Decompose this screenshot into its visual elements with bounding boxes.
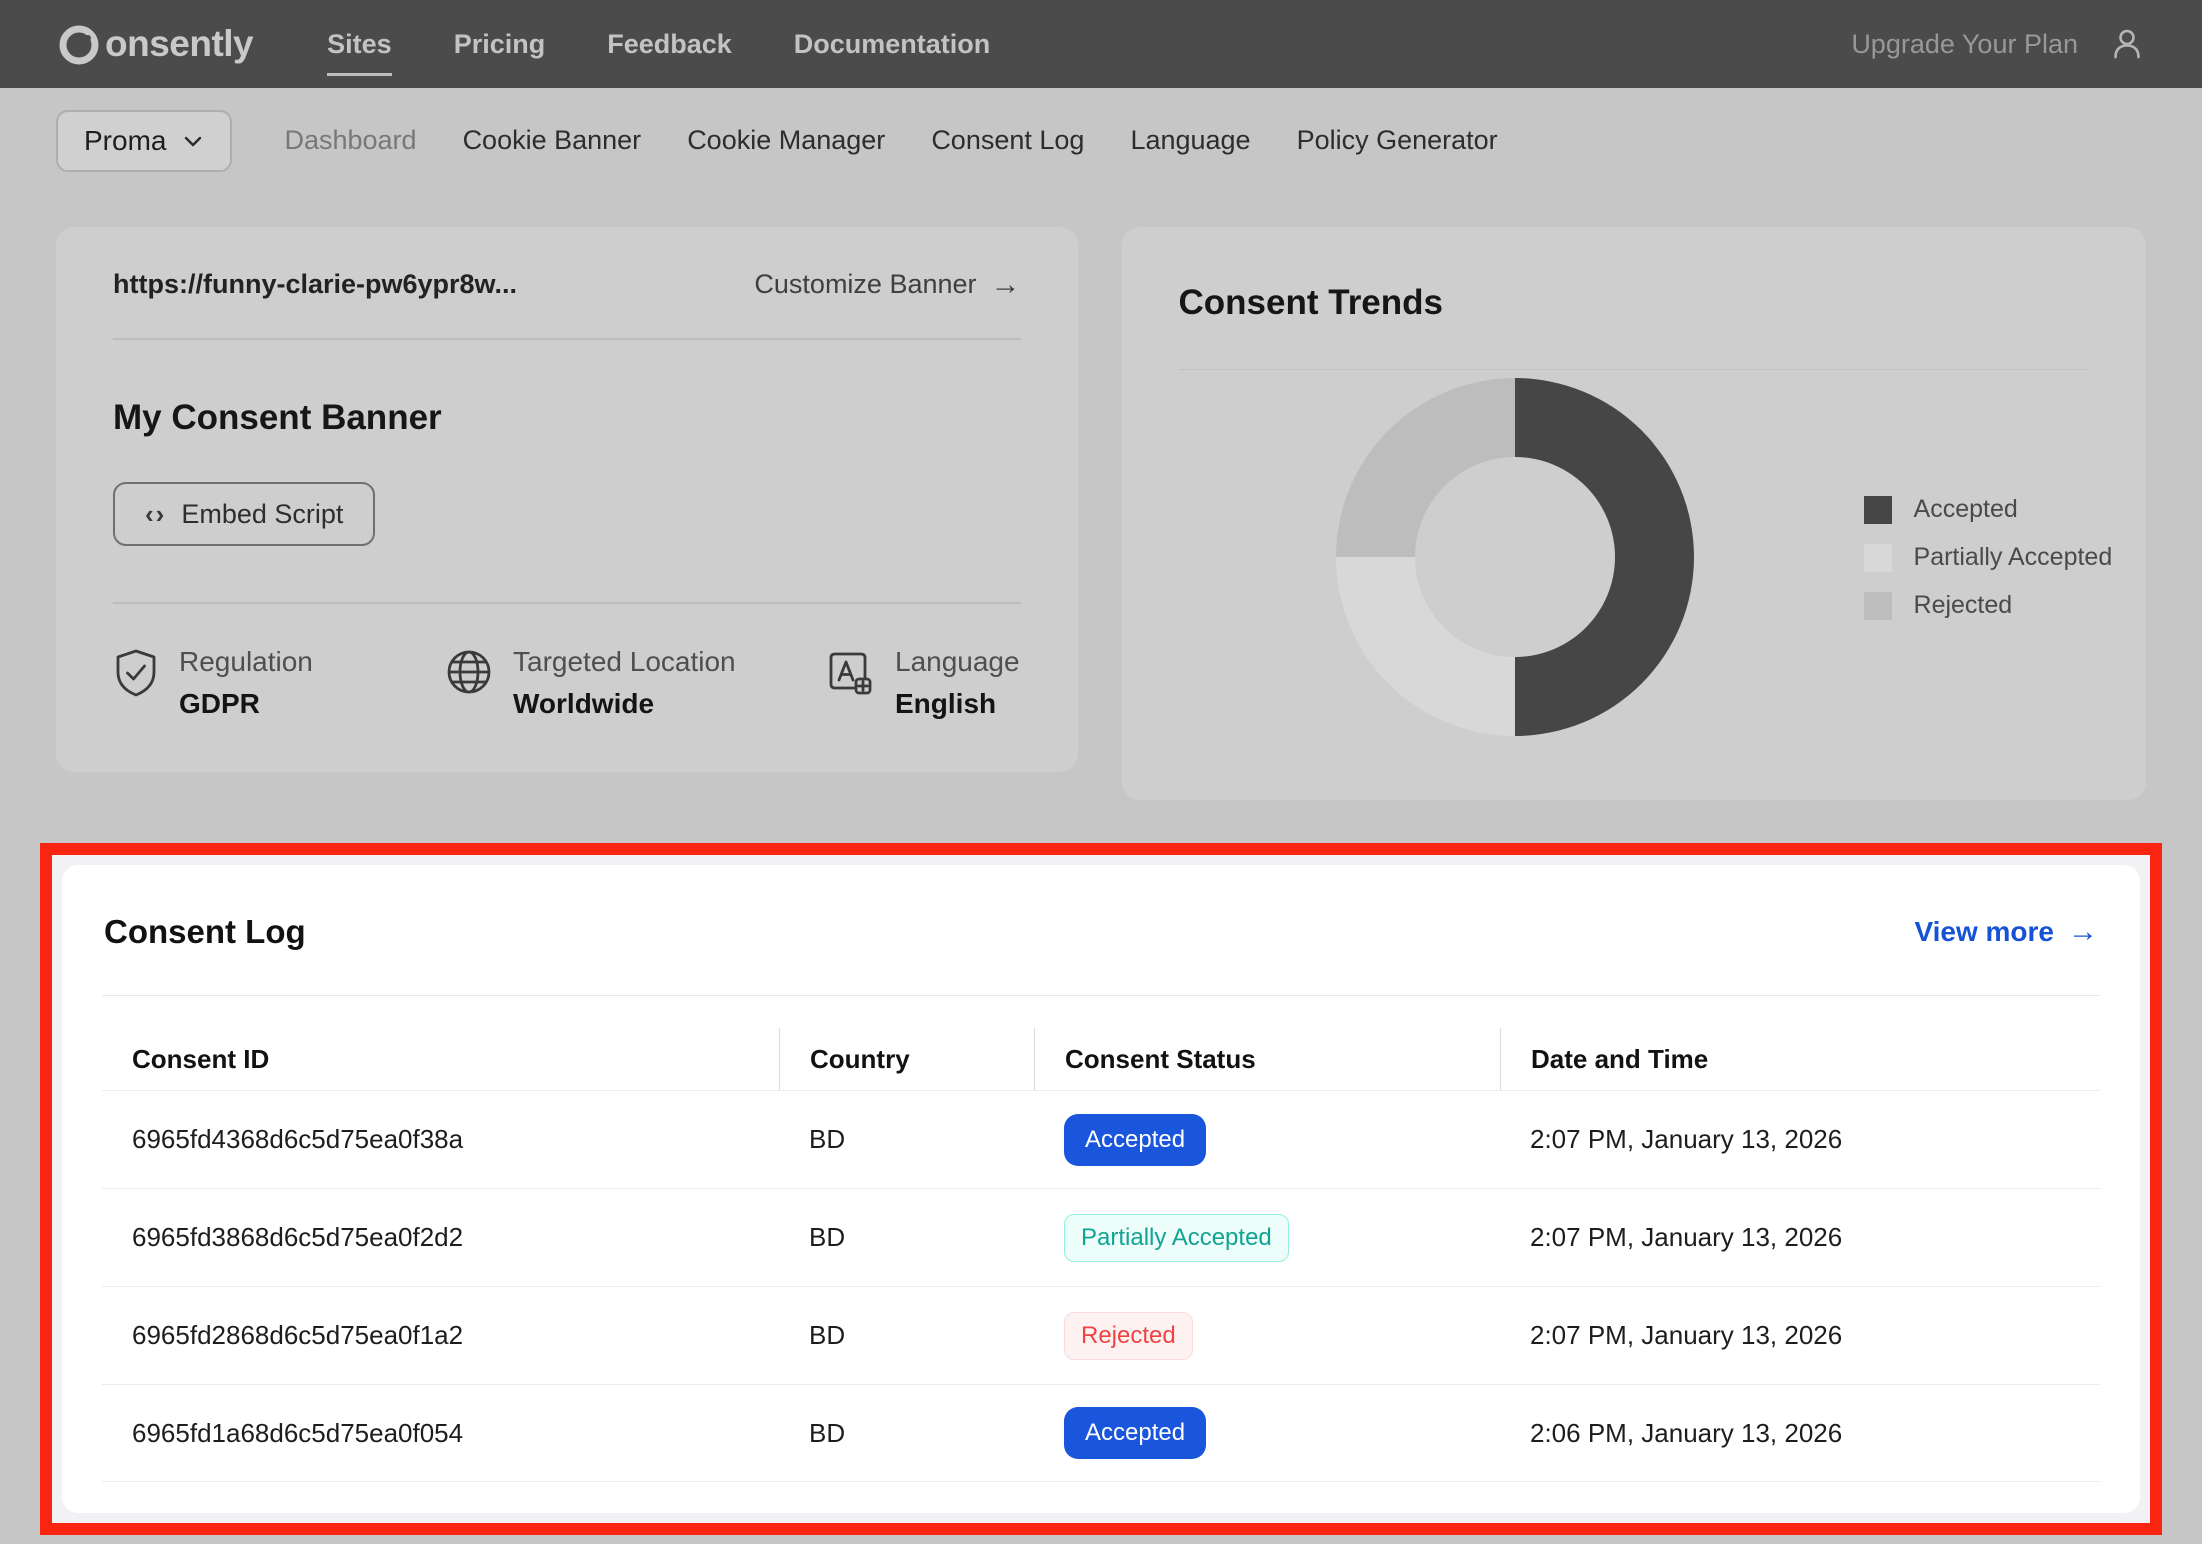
chart-legend: Accepted Partially Accepted Rejected [1863,495,2113,620]
consent-log-table: Consent ID Country Consent Status Date a… [102,1028,2100,1482]
regulation-info: Regulation GDPR [113,646,445,720]
banner-card-title: My Consent Banner [113,398,442,437]
consently-logo-icon [56,21,102,67]
table-row[interactable]: 6965fd1a68d6c5d75ea0f054 BD Accepted 2:0… [102,1384,2100,1482]
column-header-consent-status: Consent Status [1034,1028,1500,1090]
datetime-cell: 2:07 PM, January 13, 2026 [1530,1124,1843,1154]
table-row[interactable]: 6965fd3868d6c5d75ea0f2d2 BD Partially Ac… [102,1188,2100,1286]
translate-icon [825,648,875,698]
targeted-location-info: Targeted Location Worldwide [445,646,825,720]
column-header-date-time: Date and Time [1500,1028,2100,1090]
chevron-down-icon [182,134,204,148]
top-navigation-bar: onsently Sites Pricing Feedback Document… [0,0,2202,88]
globe-icon [445,648,493,696]
customize-banner-label: Customize Banner [754,269,977,299]
primary-nav: Sites Pricing Feedback Documentation [327,28,991,76]
status-badge: Accepted [1064,1407,1207,1459]
country-cell: BD [809,1124,846,1154]
embed-script-button[interactable]: ‹› Embed Script [113,482,376,546]
country-cell: BD [809,1222,846,1252]
site-navigation-bar: Proma Dashboard Cookie Banner Cookie Man… [0,88,2202,193]
subnav-item-language[interactable]: Language [1130,125,1251,155]
consently-logo[interactable]: onsently [56,21,254,67]
code-icon: ‹› [145,498,167,529]
subnav-item-cookie-banner[interactable]: Cookie Banner [462,125,642,155]
legend-item-rejected: Rejected [1863,591,2113,620]
site-selector-dropdown[interactable]: Proma [56,109,233,172]
shield-check-icon [113,648,159,698]
consent-trends-title: Consent Trends [1178,283,1443,322]
legend-label-accepted: Accepted [1913,495,2018,523]
consent-id-cell: 6965fd3868d6c5d75ea0f2d2 [132,1222,464,1252]
table-header-row: Consent ID Country Consent Status Date a… [102,1028,2100,1090]
consent-id-cell: 6965fd4368d6c5d75ea0f38a [132,1124,464,1154]
consent-trends-card: Consent Trends Accepted Partially Accept… [1121,227,2146,800]
logo-wordmark: onsently [105,23,254,64]
divider [113,602,1021,604]
regulation-label: Regulation [179,646,313,677]
legend-item-accepted: Accepted [1863,495,2113,524]
nav-item-feedback[interactable]: Feedback [607,28,732,59]
nav-item-documentation[interactable]: Documentation [793,28,991,59]
consent-id-cell: 6965fd2868d6c5d75ea0f1a2 [132,1320,464,1350]
status-badge: Partially Accepted [1064,1213,1289,1262]
view-more-link[interactable]: View more → [1914,916,2098,948]
subnav-item-cookie-manager[interactable]: Cookie Manager [687,125,886,155]
column-header-country: Country [779,1028,1034,1090]
view-more-label: View more [1914,916,2054,947]
subnav-item-consent-log[interactable]: Consent Log [931,125,1085,155]
language-info: Language English [825,646,1020,720]
consent-log-title: Consent Log [104,913,306,950]
legend-item-partially-accepted: Partially Accepted [1863,543,2113,572]
arrow-right-icon: → [2068,915,2098,948]
upgrade-plan-link[interactable]: Upgrade Your Plan [1851,28,2078,59]
country-cell: BD [809,1417,846,1448]
legend-swatch-accepted [1863,495,1892,524]
nav-item-pricing[interactable]: Pricing [453,28,546,59]
annotation-highlight-box: Consent Log View more → Consent ID Count… [40,843,2162,1535]
site-selector-label: Proma [84,124,167,156]
status-badge: Accepted [1064,1113,1207,1166]
consent-banner-card: https://funny-clarie-pw6ypr8w... Customi… [56,227,1078,772]
status-badge: Rejected [1064,1311,1193,1360]
datetime-cell: 2:07 PM, January 13, 2026 [1530,1320,1843,1350]
datetime-cell: 2:06 PM, January 13, 2026 [1530,1417,1843,1448]
consent-log-card: Consent Log View more → Consent ID Count… [62,865,2140,1513]
site-url: https://funny-clarie-pw6ypr8w... [113,269,518,299]
user-account-icon[interactable] [2108,25,2146,63]
table-row[interactable]: 6965fd4368d6c5d75ea0f38a BD Accepted 2:0… [102,1090,2100,1188]
consent-id-cell: 6965fd1a68d6c5d75ea0f054 [132,1417,464,1448]
table-row[interactable]: 6965fd2868d6c5d75ea0f1a2 BD Rejected 2:0… [102,1286,2100,1384]
datetime-cell: 2:07 PM, January 13, 2026 [1530,1222,1843,1252]
nav-item-sites[interactable]: Sites [327,28,392,76]
regulation-value: GDPR [179,688,260,719]
country-cell: BD [809,1320,846,1350]
legend-swatch-partially-accepted [1863,543,1892,572]
legend-label-partially-accepted: Partially Accepted [1913,543,2113,571]
customize-banner-link[interactable]: Customize Banner → [754,269,1020,300]
legend-swatch-rejected [1863,591,1892,620]
site-nav-links: Dashboard Cookie Banner Cookie Manager C… [284,125,1497,156]
subnav-item-dashboard[interactable]: Dashboard [284,125,417,155]
consent-trends-donut-chart [1335,378,1694,736]
divider [102,995,2100,996]
language-label: Language [895,646,1020,677]
divider [1178,369,2089,370]
legend-label-rejected: Rejected [1913,591,2013,619]
language-value: English [895,688,997,719]
arrow-right-icon: → [990,267,1021,301]
targeted-location-value: Worldwide [513,688,655,719]
subnav-item-policy-generator[interactable]: Policy Generator [1296,125,1498,155]
targeted-location-label: Targeted Location [513,646,736,677]
embed-script-label: Embed Script [181,498,344,529]
column-header-consent-id: Consent ID [132,1043,270,1074]
